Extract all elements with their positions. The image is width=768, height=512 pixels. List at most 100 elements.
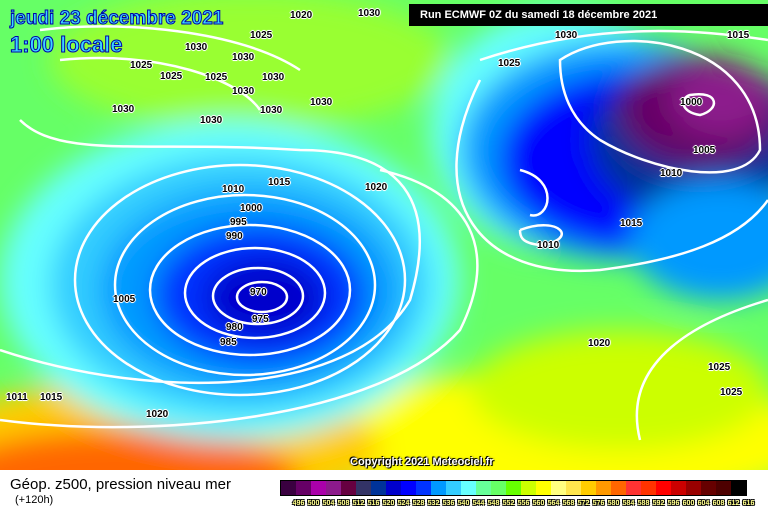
color-scale [280, 480, 747, 496]
model-run-banner: Run ECMWF 0Z du samedi 18 décembre 2021 [409, 4, 768, 26]
color-scale-label: 548 [487, 500, 500, 507]
isobar-label: 1010 [537, 240, 560, 251]
isobar-label: 1030 [260, 105, 283, 116]
isobar-label: 1005 [113, 294, 136, 305]
color-scale-label: 504 [322, 500, 335, 507]
isobar-label: 1015 [620, 218, 643, 229]
color-swatch [506, 481, 521, 495]
map-title: Géop. z500, pression niveau mer [10, 476, 231, 493]
isobar-label: 1025 [708, 362, 731, 373]
color-swatch [686, 481, 701, 495]
color-scale-label: 612 [727, 500, 740, 507]
color-scale-label: 564 [547, 500, 560, 507]
color-swatch [566, 481, 581, 495]
isobar-label: 1025 [720, 387, 743, 398]
color-scale-label: 520 [382, 500, 395, 507]
color-swatch [371, 481, 386, 495]
isobar-label: 1020 [365, 182, 388, 193]
isobar-label: 1000 [680, 97, 703, 108]
copyright: Copyright 2021 Meteociel.fr [350, 456, 494, 468]
isobar-label: 1010 [222, 184, 245, 195]
color-swatch [326, 481, 341, 495]
color-scale-label: 540 [457, 500, 470, 507]
color-swatch [386, 481, 401, 495]
color-scale-label: 508 [337, 500, 350, 507]
color-swatch [446, 481, 461, 495]
color-swatch [491, 481, 506, 495]
isobar-label: 1020 [146, 409, 169, 420]
color-scale-label: 544 [472, 500, 485, 507]
color-scale-label: 500 [307, 500, 320, 507]
isobar-lines [0, 25, 768, 441]
color-scale-label: 524 [397, 500, 410, 507]
color-swatch [281, 481, 296, 495]
isobar-label: 1030 [358, 8, 381, 19]
color-swatch [596, 481, 611, 495]
color-scale-label: 556 [517, 500, 530, 507]
color-scale-label: 604 [697, 500, 710, 507]
isobar-label: 1025 [160, 71, 183, 82]
isobar-label: 1025 [130, 60, 153, 71]
color-scale-label: 580 [607, 500, 620, 507]
lead-time: (+120h) [15, 494, 54, 506]
isobar-label: 1030 [555, 30, 578, 41]
color-scale-label: 536 [442, 500, 455, 507]
color-swatch [476, 481, 491, 495]
isobar-label: 1025 [250, 30, 273, 41]
color-scale-label: 528 [412, 500, 425, 507]
color-swatch [701, 481, 716, 495]
isobar-label: 975 [252, 314, 269, 325]
color-swatch [551, 481, 566, 495]
isobar-label: 995 [230, 217, 247, 228]
color-scale-label: 512 [352, 500, 365, 507]
isobar-label: 980 [226, 322, 243, 333]
color-scale-label: 592 [652, 500, 665, 507]
color-swatch [401, 481, 416, 495]
color-scale-label: 616 [742, 500, 755, 507]
color-swatch [521, 481, 536, 495]
color-swatch [716, 481, 731, 495]
isobar-label: 1015 [40, 392, 63, 403]
color-scale-label: 568 [562, 500, 575, 507]
color-swatch [296, 481, 311, 495]
isobar-label: 1030 [310, 97, 333, 108]
color-scale-label: 600 [682, 500, 695, 507]
isobar-label: 1015 [727, 30, 750, 41]
color-scale-label: 608 [712, 500, 725, 507]
isobar-label: 990 [226, 231, 243, 242]
color-swatch [431, 481, 446, 495]
color-scale-label: 496 [292, 500, 305, 507]
isobar-label: 1020 [290, 10, 313, 21]
isobar-label: 1020 [588, 338, 611, 349]
color-scale-label: 584 [622, 500, 635, 507]
color-scale-label: 532 [427, 500, 440, 507]
color-swatch [461, 481, 476, 495]
isobar-label: 1011 [6, 392, 28, 403]
color-swatch [536, 481, 551, 495]
color-swatch [626, 481, 641, 495]
isobar-label: 1005 [693, 145, 716, 156]
color-swatch [611, 481, 626, 495]
forecast-date: jeudi 23 décembre 2021 [9, 8, 224, 30]
color-swatch [356, 481, 371, 495]
color-swatch [311, 481, 326, 495]
color-swatch [641, 481, 656, 495]
isobar-label: 970 [250, 287, 267, 298]
weather-map: 1025 1020 1030 1030 1025 1025 1025 1030 1030 1030… [0, 0, 768, 470]
color-swatch [671, 481, 686, 495]
color-swatch [731, 481, 746, 495]
forecast-time: 1:00 locale [10, 32, 124, 57]
isobar-label: 1030 [232, 52, 255, 63]
isobar-label: 985 [220, 337, 237, 348]
color-scale-labels: 496 500 504 508 512 516 520 524 528 532 536 540 544 5… [291, 500, 756, 507]
isobar-label: 1030 [200, 115, 223, 126]
color-scale-label: 572 [577, 500, 590, 507]
isobar-label: 1010 [660, 168, 683, 179]
isobar-label: 1030 [185, 42, 208, 53]
color-swatch [341, 481, 356, 495]
geopotential-field [0, 0, 768, 470]
color-scale-label: 516 [367, 500, 380, 507]
color-scale-label: 576 [592, 500, 605, 507]
color-scale-label: 560 [532, 500, 545, 507]
color-swatch [581, 481, 596, 495]
